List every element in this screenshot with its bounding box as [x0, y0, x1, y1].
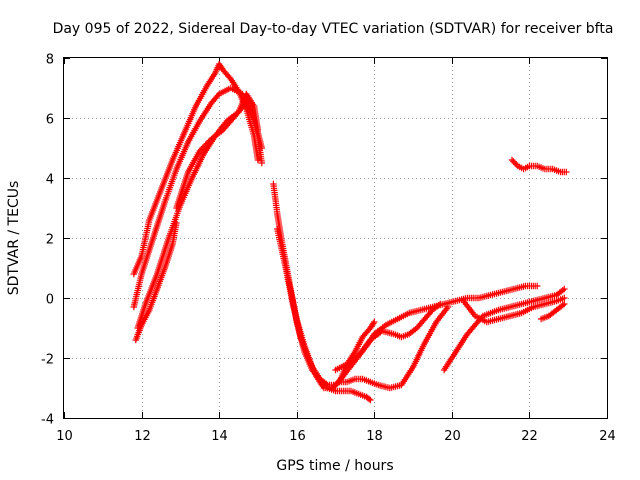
series-arc-10	[336, 303, 452, 392]
x-tick-label: 24	[599, 429, 616, 444]
y-tick-label: -2	[41, 353, 54, 368]
series-arc-11	[440, 285, 568, 374]
series-markers	[132, 219, 180, 344]
y-tick-label: 2	[46, 233, 54, 248]
x-tick-label: 12	[134, 429, 151, 444]
x-tick-label: 22	[521, 429, 538, 444]
data-points	[130, 60, 570, 404]
x-tick-label: 10	[56, 429, 73, 444]
y-tick-label: -4	[41, 413, 54, 428]
x-tick-label: 20	[444, 429, 461, 444]
series-markers	[285, 279, 374, 404]
plot-frame	[63, 57, 608, 419]
series-markers	[336, 303, 452, 392]
y-tick-label: 6	[46, 113, 54, 128]
x-axis-label: GPS time / hours	[276, 458, 393, 474]
x-tick-label: 18	[366, 429, 383, 444]
series-arc-13	[537, 300, 568, 323]
y-axis-label: SDTVAR / TECUs	[6, 181, 22, 296]
series-markers	[130, 60, 262, 278]
series-arc-9	[332, 300, 444, 374]
series-arc-12	[460, 294, 568, 326]
series-arc-1	[130, 60, 262, 278]
series-markers	[274, 225, 378, 392]
y-tick-label: 0	[46, 293, 54, 308]
grid-lines	[64, 58, 607, 418]
series-arc-7	[274, 225, 378, 392]
series-arc-3	[132, 219, 180, 344]
y-tick-label: 8	[46, 53, 54, 68]
series-markers	[508, 156, 570, 176]
series-markers	[332, 300, 444, 374]
series-markers	[173, 90, 262, 212]
series-markers	[460, 294, 568, 326]
y-tick-label: 4	[46, 173, 54, 188]
x-tick-label: 16	[289, 429, 306, 444]
series-markers	[537, 300, 568, 323]
x-tick-label: 14	[211, 429, 228, 444]
series-arc-14	[508, 156, 570, 176]
series-markers	[440, 285, 568, 374]
series-arc-8	[285, 279, 374, 404]
chart-title: Day 095 of 2022, Sidereal Day-to-day VTE…	[53, 21, 614, 37]
series-arc-5	[173, 90, 262, 212]
